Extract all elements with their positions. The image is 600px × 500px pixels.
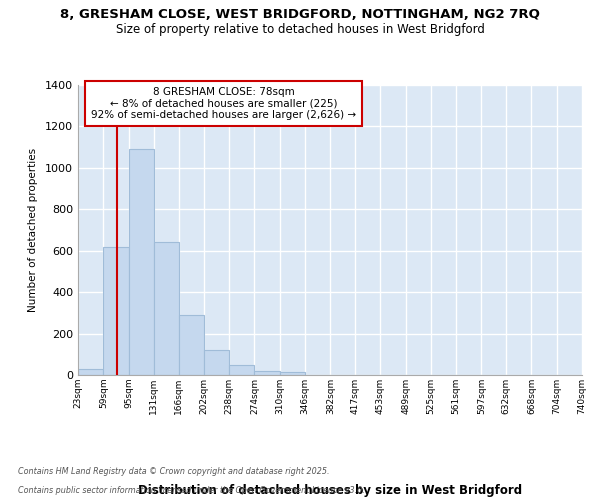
Text: Size of property relative to detached houses in West Bridgford: Size of property relative to detached ho… xyxy=(116,22,484,36)
Y-axis label: Number of detached properties: Number of detached properties xyxy=(28,148,38,312)
Bar xyxy=(254,371,280,375)
Bar xyxy=(179,315,204,375)
Bar xyxy=(103,246,128,375)
Text: Contains public sector information licensed under the Open Government Licence v3: Contains public sector information licen… xyxy=(18,486,365,495)
Bar xyxy=(128,149,154,375)
Bar xyxy=(154,242,179,375)
Bar xyxy=(280,372,305,375)
Bar xyxy=(204,350,229,375)
Bar xyxy=(229,364,254,375)
Bar xyxy=(78,369,103,375)
Text: 8 GRESHAM CLOSE: 78sqm
← 8% of detached houses are smaller (225)
92% of semi-det: 8 GRESHAM CLOSE: 78sqm ← 8% of detached … xyxy=(91,87,356,120)
Text: 8, GRESHAM CLOSE, WEST BRIDGFORD, NOTTINGHAM, NG2 7RQ: 8, GRESHAM CLOSE, WEST BRIDGFORD, NOTTIN… xyxy=(60,8,540,20)
X-axis label: Distribution of detached houses by size in West Bridgford: Distribution of detached houses by size … xyxy=(138,484,522,496)
Text: Contains HM Land Registry data © Crown copyright and database right 2025.: Contains HM Land Registry data © Crown c… xyxy=(18,467,329,476)
